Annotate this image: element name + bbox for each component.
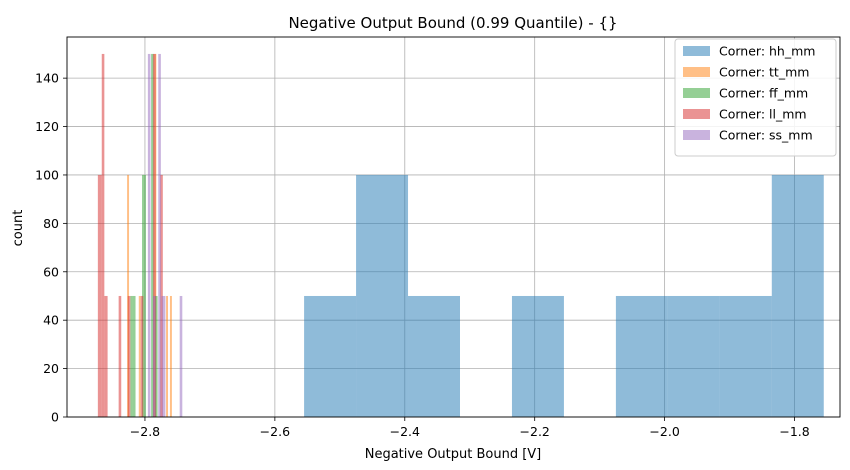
- chart-title: Negative Output Bound (0.99 Quantile) - …: [288, 14, 617, 32]
- histogram-bar: [166, 295, 169, 417]
- y-tick-label: 80: [43, 216, 59, 231]
- histogram-bar: [127, 295, 131, 417]
- histogram-bar: [130, 295, 133, 417]
- histogram-bar: [97, 174, 102, 417]
- y-tick-label: 140: [35, 71, 59, 86]
- x-tick-label: −2.4: [390, 424, 420, 439]
- legend-swatch: [683, 67, 710, 77]
- legend-swatch: [683, 46, 710, 56]
- legend-swatch: [683, 109, 710, 119]
- histogram-bar: [771, 174, 824, 417]
- y-tick-label: 40: [43, 313, 59, 328]
- histogram-bar: [104, 295, 108, 417]
- histogram-bar: [118, 295, 122, 417]
- histogram-bar: [615, 295, 668, 417]
- ticks-layer: −2.8 −2.6 −2.4 −2.2 −2.0 −1.8 0 20 40 60 80 100 120 1…: [35, 71, 810, 439]
- y-tick-label: 0: [51, 410, 59, 425]
- histogram-bar: [304, 295, 357, 417]
- legend-swatch: [683, 88, 710, 98]
- histogram-bar: [147, 53, 151, 417]
- histogram-bar: [151, 53, 154, 417]
- y-tick-label: 100: [35, 167, 59, 182]
- series-ll-mm: [97, 53, 163, 417]
- histogram-bar: [169, 295, 172, 417]
- histogram-bar: [160, 174, 163, 417]
- histogram-bar: [511, 295, 564, 417]
- histogram-bar: [179, 295, 183, 417]
- x-tick-label: −2.2: [520, 424, 550, 439]
- histogram-bar: [142, 174, 146, 417]
- legend-label: Corner: ff_mm: [719, 86, 808, 101]
- legend-label: Corner: hh_mm: [719, 44, 815, 59]
- bars-layer: [97, 53, 824, 417]
- histogram-bar: [667, 295, 720, 417]
- legend-box: [674, 38, 837, 157]
- legend-swatch: [683, 130, 710, 140]
- histogram-bar: [158, 53, 161, 417]
- histogram-bar: [719, 295, 772, 417]
- histogram-bar: [155, 295, 158, 417]
- legend-label: Corner: ll_mm: [719, 107, 807, 122]
- x-tick-label: −2.8: [130, 424, 160, 439]
- x-tick-label: −2.0: [649, 424, 679, 439]
- legend-label: Corner: ss_mm: [719, 128, 813, 143]
- histogram-bar: [153, 295, 156, 417]
- y-tick-label: 60: [43, 264, 59, 279]
- histogram-bar: [161, 295, 166, 417]
- histogram-bar: [153, 53, 156, 417]
- x-tick-label: −2.6: [260, 424, 290, 439]
- histogram-bar: [356, 174, 409, 417]
- series-hh-mm: [304, 174, 824, 417]
- x-axis-title: Negative Output Bound [V]: [365, 447, 542, 462]
- y-axis-title: count: [11, 210, 26, 247]
- plot-frame: [66, 36, 841, 418]
- legend-label: Corner: tt_mm: [719, 65, 809, 80]
- y-tick-label: 120: [35, 119, 59, 134]
- y-tick-label: 20: [43, 361, 59, 376]
- histogram-bar: [132, 295, 136, 417]
- histogram-bar: [101, 53, 105, 417]
- legend: Corner: hh_mm Corner: tt_mm Corner: ff_mm C…: [674, 38, 837, 157]
- series-ss-mm: [147, 53, 183, 417]
- histogram-bar: [140, 295, 144, 417]
- histogram-bar: [138, 295, 141, 417]
- series-ff-mm: [130, 53, 158, 417]
- histogram-bar: [408, 295, 460, 417]
- x-tick-label: −1.8: [779, 424, 809, 439]
